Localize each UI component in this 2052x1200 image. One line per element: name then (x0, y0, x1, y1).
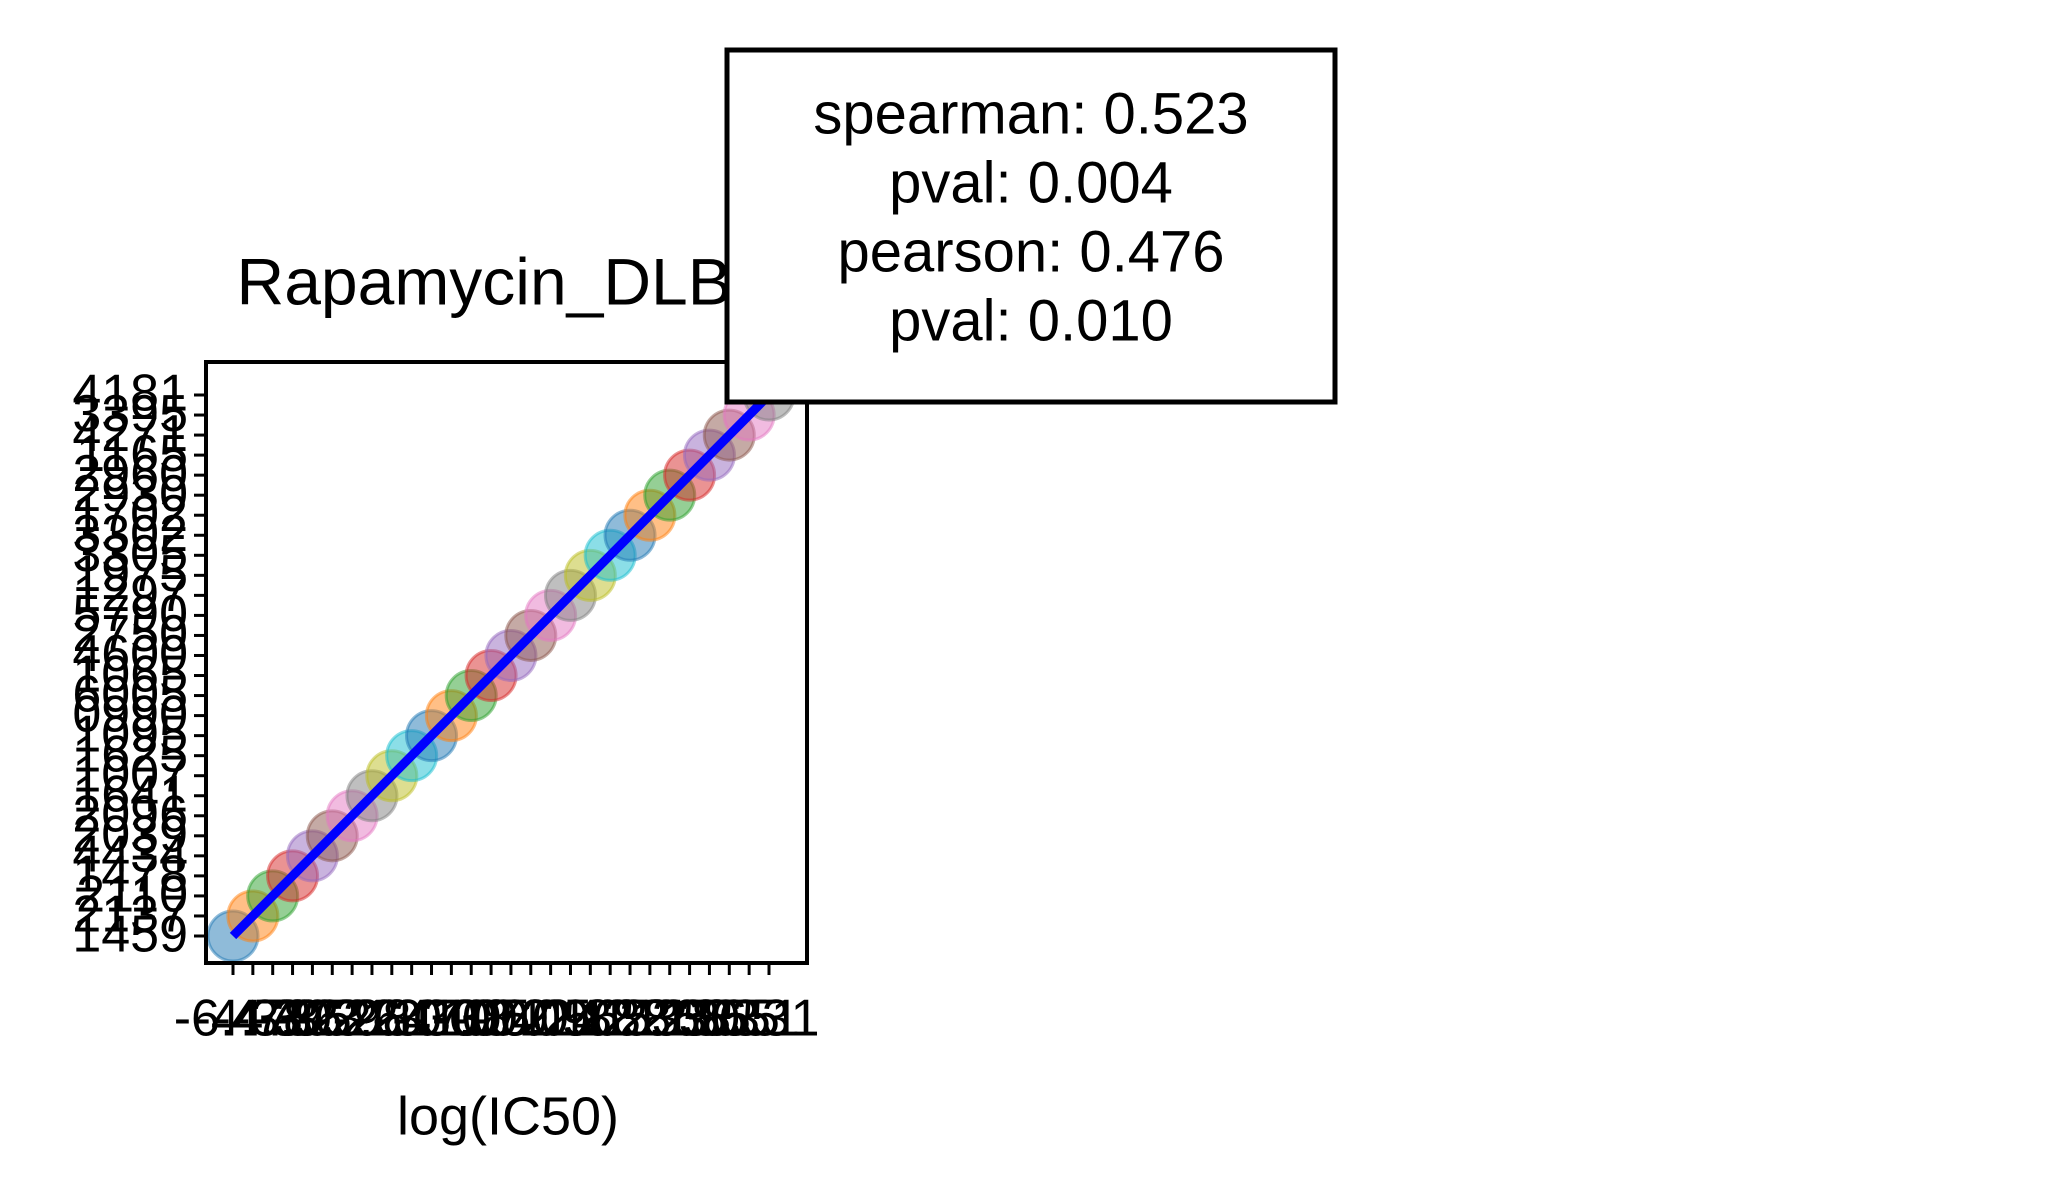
x-tick-label: -0.41 (452, 990, 571, 1048)
x-tick-label: -2.98 (293, 990, 412, 1048)
y-tick-label: 2096 (72, 786, 188, 844)
x-tick-label: -3.31 (273, 990, 392, 1048)
y-tick-label: 3395 (72, 385, 188, 443)
x-tick-label: 0.24 (500, 990, 601, 1048)
x-tick-label: -1.38 (392, 990, 511, 1048)
x-tick-label: -4.78 (194, 990, 313, 1048)
x-tick-label: 3.55 (679, 990, 780, 1048)
y-tick-label: 6005 (72, 665, 188, 723)
y-tick-label: 3302 (72, 505, 188, 563)
x-tick-label: -6.47 (174, 990, 293, 1048)
plot-area (206, 368, 796, 963)
y-tick-label: 2110 (76, 866, 188, 924)
y-tick-label: 2039 (72, 806, 188, 864)
x-tick-label: 0.56 (520, 990, 621, 1048)
stats-line: spearman: 0.523 (813, 81, 1248, 146)
axes-frame (204, 360, 809, 965)
x-tick-label: 1.86 (599, 990, 700, 1048)
x-tick-label: -2.33 (333, 990, 452, 1048)
x-tick-label: -0.09 (472, 990, 591, 1048)
y-tick-label: 1095 (72, 705, 188, 763)
x-tick-label: 6.31 (718, 990, 819, 1048)
y-tick-label: 1641 (72, 765, 188, 823)
x-tick-label: 1.53 (579, 990, 680, 1048)
x-tick-label: -2.01 (352, 990, 471, 1048)
x-tick-label: 1.21 (560, 990, 661, 1048)
y-tick-label: 5790 (72, 585, 188, 643)
x-tick-label: -3.95 (233, 990, 352, 1048)
chart-title: Rapamycin_DLBC (237, 244, 780, 318)
y-tick-label: 4271 (72, 405, 188, 463)
y-tick-label: 2930 (72, 465, 188, 523)
y-tick-label: 4434 (72, 826, 188, 884)
x-tick-label: 2.18 (619, 990, 720, 1048)
x-tick-label: -1.05 (412, 990, 531, 1048)
x-tick-label: -3.62 (253, 990, 372, 1048)
y-tick-label: 0990 (72, 685, 188, 743)
x-tick-label: -0.72 (432, 990, 551, 1048)
y-tick-label: 2960 (72, 445, 188, 503)
x-tick-label: -4.30 (213, 990, 332, 1048)
stats-line: pval: 0.010 (889, 288, 1173, 353)
y-tick-label: 1065 (72, 645, 188, 703)
x-tick-label: 2.50 (639, 990, 740, 1048)
y-tick-label: 1702 (72, 485, 188, 543)
x-axis-label: log(IC50) (397, 1086, 619, 1146)
x-tick-label: 0.88 (540, 990, 641, 1048)
stats-line: pval: 0.004 (889, 150, 1173, 215)
y-tick-label: 1625 (72, 725, 188, 783)
fit-line (229, 391, 773, 940)
y-tick-label: 1007 (72, 745, 188, 803)
y-tick-label: 4181 (72, 365, 188, 423)
y-tick-label: 1459 (72, 906, 188, 964)
y-tick-label: 1165 (76, 425, 188, 483)
y-tick-label: 2750 (72, 605, 188, 663)
y-tick-label: 1297 (72, 565, 188, 623)
stats-box (724, 47, 1338, 405)
x-tick-label: -2.64 (313, 990, 432, 1048)
y-tick-label: 1478 (72, 846, 188, 904)
y-tick-label: 2137 (72, 886, 188, 944)
y-tick-label: 1975 (72, 545, 188, 603)
x-tick-label: 5.51 (699, 990, 800, 1048)
y-tick-label: 4600 (72, 625, 188, 683)
stats-line: pearson: 0.476 (838, 219, 1225, 284)
y-tick-label: 3305 (72, 525, 188, 583)
x-tick-label: -1.70 (372, 990, 491, 1048)
x-tick-label: 2.83 (659, 990, 760, 1048)
